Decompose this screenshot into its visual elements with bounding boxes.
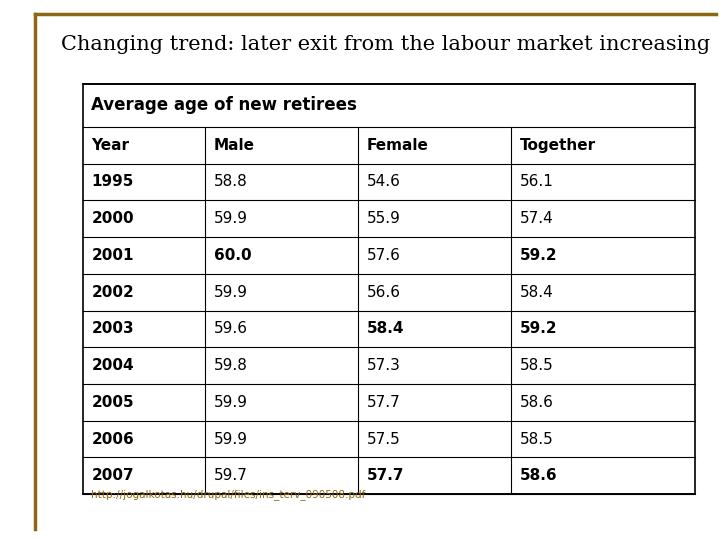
Text: Female: Female bbox=[366, 138, 428, 153]
Text: 58.5: 58.5 bbox=[520, 358, 554, 373]
Text: 59.2: 59.2 bbox=[520, 321, 557, 336]
Text: 57.5: 57.5 bbox=[366, 431, 400, 447]
Text: 57.3: 57.3 bbox=[366, 358, 401, 373]
Text: 2005: 2005 bbox=[91, 395, 134, 410]
Text: 57.7: 57.7 bbox=[366, 468, 405, 483]
Text: 58.4: 58.4 bbox=[520, 285, 554, 300]
Text: 54.6: 54.6 bbox=[366, 174, 401, 190]
Text: 59.9: 59.9 bbox=[214, 395, 248, 410]
Text: 55.9: 55.9 bbox=[366, 211, 401, 226]
Text: 57.6: 57.6 bbox=[366, 248, 401, 263]
Text: 59.9: 59.9 bbox=[214, 211, 248, 226]
Text: 59.9: 59.9 bbox=[214, 431, 248, 447]
Text: 59.2: 59.2 bbox=[520, 248, 557, 263]
Text: 58.4: 58.4 bbox=[366, 321, 405, 336]
Text: 58.5: 58.5 bbox=[520, 431, 554, 447]
Text: 2004: 2004 bbox=[91, 358, 134, 373]
Text: Year: Year bbox=[91, 138, 130, 153]
Text: 2001: 2001 bbox=[91, 248, 134, 263]
Text: 60.0: 60.0 bbox=[214, 248, 251, 263]
Text: 2002: 2002 bbox=[91, 285, 134, 300]
Text: http://jogalkotas.hu/drupal/files/ins_terv_090508.pdf: http://jogalkotas.hu/drupal/files/ins_te… bbox=[91, 489, 366, 500]
Text: 58.6: 58.6 bbox=[520, 468, 557, 483]
Text: 59.6: 59.6 bbox=[214, 321, 248, 336]
Text: 56.6: 56.6 bbox=[366, 285, 401, 300]
Text: 1995: 1995 bbox=[91, 174, 134, 190]
Text: 2003: 2003 bbox=[91, 321, 134, 336]
Text: Together: Together bbox=[520, 138, 596, 153]
Text: 57.4: 57.4 bbox=[520, 211, 554, 226]
Text: 56.1: 56.1 bbox=[520, 174, 554, 190]
Text: 59.7: 59.7 bbox=[214, 468, 248, 483]
Text: 59.8: 59.8 bbox=[214, 358, 248, 373]
Text: 2000: 2000 bbox=[91, 211, 134, 226]
Text: 58.6: 58.6 bbox=[520, 395, 554, 410]
Text: 2006: 2006 bbox=[91, 431, 134, 447]
Text: 59.9: 59.9 bbox=[214, 285, 248, 300]
Text: Changing trend: later exit from the labour market increasing: Changing trend: later exit from the labo… bbox=[61, 35, 711, 54]
Text: 58.8: 58.8 bbox=[214, 174, 248, 190]
Text: 57.7: 57.7 bbox=[366, 395, 400, 410]
Text: 2007: 2007 bbox=[91, 468, 134, 483]
Text: Average age of new retirees: Average age of new retirees bbox=[91, 96, 357, 114]
Text: Male: Male bbox=[214, 138, 255, 153]
